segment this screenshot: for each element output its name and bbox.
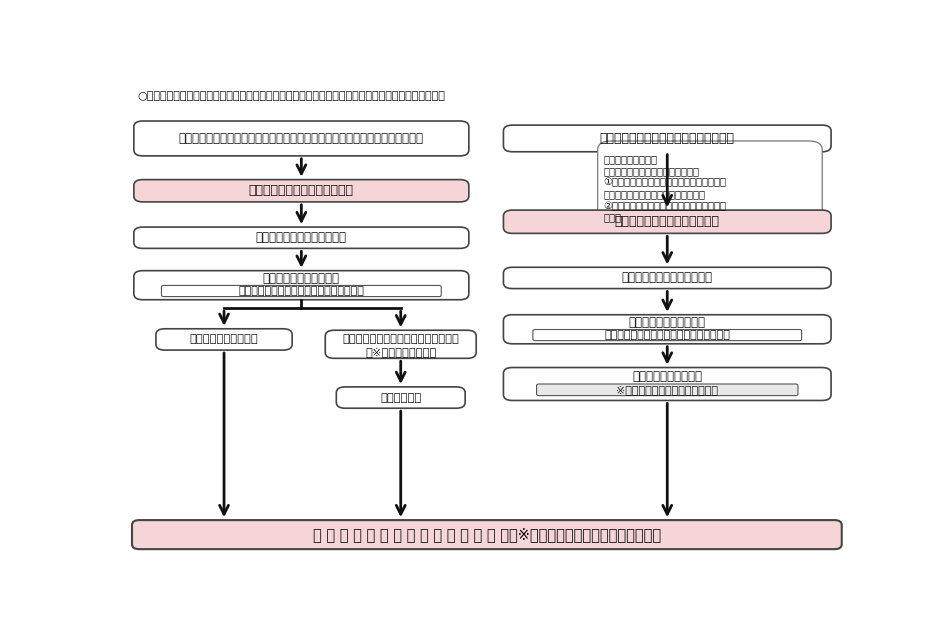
FancyBboxPatch shape <box>162 286 441 297</box>
Text: 実務経験証明書発行申請: 実務経験証明書発行申請 <box>263 272 340 286</box>
FancyBboxPatch shape <box>504 210 831 233</box>
Text: 認定社会福祉士の更新ができない場合: 認定社会福祉士の更新ができない場合 <box>342 335 459 345</box>
Text: 更新申請は２年以上かつ３６０日以上必要: 更新申請は２年以上かつ３６０日以上必要 <box>238 286 364 296</box>
Text: 認定社会福祉士取得者（原則ルート：認定社会福祉士での更新を続ける場合）: 認定社会福祉士取得者（原則ルート：認定社会福祉士での更新を続ける場合） <box>179 132 424 145</box>
FancyBboxPatch shape <box>336 387 466 408</box>
Text: 経過措置適用: 経過措置適用 <box>380 392 422 403</box>
FancyBboxPatch shape <box>533 330 802 341</box>
FancyBboxPatch shape <box>134 180 469 202</box>
Text: 《経過措置対象者》
　以下のいずれかの要件を満たす方
①２０１３年３月３１日時点において、独立
　型社会福祉士名簿に登録していた者
②生涯研修制度の「基礎課程」: 《経過措置対象者》 以下のいずれかの要件を満たす方 ①２０１３年３月３１日時点に… <box>603 154 727 222</box>
Text: （※実務経験不足等）: （※実務経験不足等） <box>365 347 436 357</box>
Text: ※その他必要な要件を満たすこと: ※その他必要な要件を満たすこと <box>617 385 718 395</box>
FancyBboxPatch shape <box>504 367 831 401</box>
Text: 独 立 型 社 会 福 祉 士 名 簿 の 更 新 申 請（※名簿登録更新要件を満たすこと）: 独 立 型 社 会 福 祉 士 名 簿 の 更 新 申 請（※名簿登録更新要件を… <box>313 527 661 542</box>
Text: 認定社会福祉士以外（経過措置ルート）: 認定社会福祉士以外（経過措置ルート） <box>599 132 734 145</box>
Text: ○認定社会福祉士取得者（原則ルート）と認定社会福祉士以外（経過措置ルート）の２つがあります。: ○認定社会福祉士取得者（原則ルート）と認定社会福祉士以外（経過措置ルート）の２つ… <box>137 91 445 101</box>
Text: 実務経験証明書発行申請: 実務経験証明書発行申請 <box>629 316 706 330</box>
Text: 独立型社会福祉士名簿への登録: 独立型社会福祉士名簿への登録 <box>249 184 353 198</box>
FancyBboxPatch shape <box>504 125 831 152</box>
FancyBboxPatch shape <box>134 227 469 248</box>
FancyBboxPatch shape <box>504 267 831 289</box>
Text: 毎年４月　事業報告書の提出: 毎年４月 事業報告書の提出 <box>256 231 347 244</box>
FancyBboxPatch shape <box>134 121 469 156</box>
Text: 独立型社会福祉士名簿への登録: 独立型社会福祉士名簿への登録 <box>615 215 720 228</box>
Text: 認定社会福祉士の取得: 認定社会福祉士の取得 <box>633 370 702 383</box>
FancyBboxPatch shape <box>598 141 823 221</box>
FancyBboxPatch shape <box>537 384 798 396</box>
Text: 認定社会福祉士の更新: 認定社会福祉士の更新 <box>190 335 258 345</box>
Text: 認定申請は５年以上かつ９００日以上必要: 認定申請は５年以上かつ９００日以上必要 <box>604 330 731 340</box>
FancyBboxPatch shape <box>504 314 831 344</box>
FancyBboxPatch shape <box>156 329 293 350</box>
FancyBboxPatch shape <box>132 520 842 549</box>
FancyBboxPatch shape <box>325 330 476 359</box>
FancyBboxPatch shape <box>134 270 469 300</box>
Text: 毎年４月　事業報告書の提出: 毎年４月 事業報告書の提出 <box>621 272 712 284</box>
